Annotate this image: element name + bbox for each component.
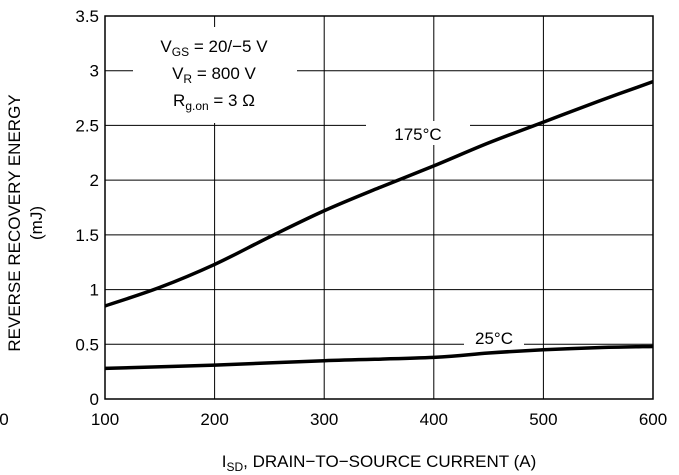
condition-vr: VR = 800 V: [172, 64, 256, 86]
condition-vgs: VGS = 20/−5 V: [160, 37, 268, 59]
conditions-box: VGS = 20/−5 V VR = 800 V Rg.on = 3 Ω: [133, 27, 297, 123]
series-line-175c: [104, 80, 654, 308]
label-25-backdrop: [464, 326, 524, 348]
y-axis-title-line2: (mJ): [27, 206, 46, 240]
x-tick-label: 200: [200, 410, 228, 429]
y-tick-label: 0.5: [75, 335, 99, 354]
curves: [104, 80, 654, 371]
x-tick-label: 500: [529, 410, 557, 429]
x-tick-label: 400: [420, 410, 448, 429]
x-axis-title-subscript: SD: [226, 460, 243, 474]
series-label-25c: 25°C: [475, 329, 513, 348]
label-175-backdrop: [366, 121, 470, 145]
y-tick-label: 1: [90, 281, 99, 300]
y-tick-label: 0: [90, 390, 99, 409]
y-tick-label: 3.5: [75, 7, 99, 26]
y-axis-title: REVERSE RECOVERY ENERGY: [5, 94, 24, 351]
x-tick-label: 600: [639, 410, 667, 429]
cut-tick-label: 0: [0, 410, 9, 429]
x-axis-title-text: , DRAIN−TO−SOURCE CURRENT (A): [243, 452, 536, 471]
x-axis-title: ISD, DRAIN−TO−SOURCE CURRENT (A): [222, 452, 537, 474]
x-tick-label: 100: [91, 410, 119, 429]
y-tick-labels: 0 0.5 1 1.5 2 2.5 3 3.5: [75, 7, 99, 409]
y-tick-label: 3: [90, 62, 99, 81]
y-tick-label: 2.5: [75, 116, 99, 135]
plot-frame: [104, 15, 654, 400]
y-tick-label: 1.5: [75, 226, 99, 245]
x-tick-labels: 100 200 300 400 500 600: [91, 410, 667, 429]
x-tick-label: 300: [310, 410, 338, 429]
series-label-175c: 175°C: [394, 125, 441, 144]
condition-rg: Rg.on = 3 Ω: [173, 91, 255, 113]
y-axis-title-line1: REVERSE RECOVERY ENERGY: [5, 94, 24, 351]
x-axis-title-symbol: I: [222, 452, 227, 471]
y-tick-label: 2: [90, 171, 99, 190]
series-line-25c: [104, 344, 654, 371]
conditions-backdrop: [133, 27, 297, 123]
